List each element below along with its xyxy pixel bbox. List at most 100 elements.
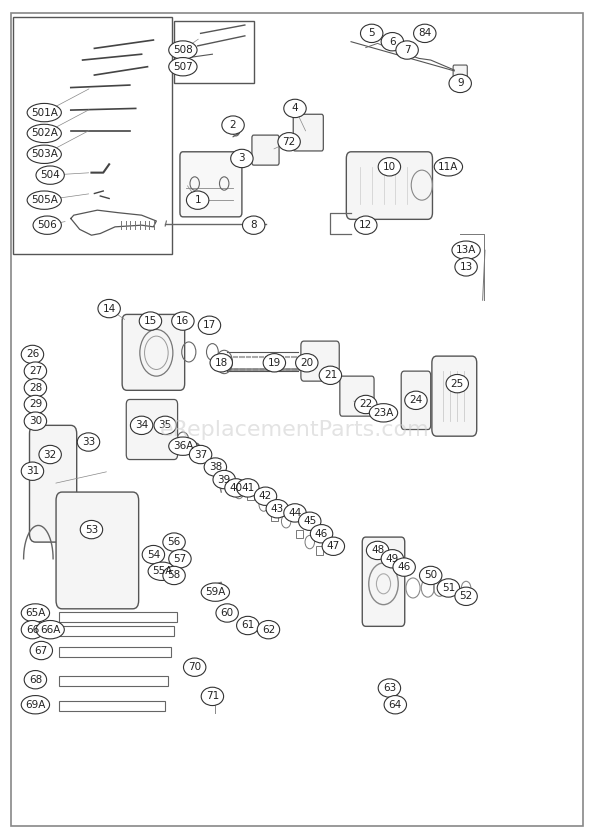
Ellipse shape	[204, 458, 227, 476]
Text: 1: 1	[194, 195, 201, 205]
Text: 58: 58	[168, 570, 181, 580]
Text: 21: 21	[324, 370, 337, 380]
Text: 14: 14	[103, 304, 116, 314]
Text: 505A: 505A	[31, 195, 58, 205]
Ellipse shape	[242, 216, 265, 234]
FancyBboxPatch shape	[301, 341, 339, 381]
Ellipse shape	[27, 191, 61, 209]
Text: 508: 508	[173, 45, 193, 55]
Ellipse shape	[263, 354, 286, 372]
Text: 38: 38	[209, 462, 222, 472]
Ellipse shape	[257, 620, 280, 639]
Ellipse shape	[366, 541, 389, 560]
Text: 5: 5	[368, 28, 375, 38]
Text: 506: 506	[37, 220, 57, 230]
Text: 50: 50	[424, 570, 437, 580]
Bar	[225, 480, 232, 488]
Text: 42: 42	[259, 491, 272, 501]
Ellipse shape	[183, 658, 206, 676]
Ellipse shape	[405, 391, 427, 409]
Text: 28: 28	[29, 383, 42, 393]
Text: 70: 70	[188, 662, 201, 672]
Ellipse shape	[216, 604, 238, 622]
Ellipse shape	[163, 566, 185, 585]
Ellipse shape	[30, 641, 53, 660]
Text: 34: 34	[135, 420, 148, 430]
Text: 63: 63	[383, 683, 396, 693]
Text: 57: 57	[173, 554, 186, 564]
Ellipse shape	[299, 512, 321, 530]
Ellipse shape	[139, 312, 162, 330]
Text: 503A: 503A	[31, 149, 58, 159]
Ellipse shape	[36, 620, 64, 639]
Text: 20: 20	[300, 358, 313, 368]
Ellipse shape	[189, 445, 212, 464]
Text: 54: 54	[147, 550, 160, 560]
Text: 52: 52	[460, 591, 473, 601]
Text: 501A: 501A	[31, 108, 58, 118]
Text: 31: 31	[26, 466, 39, 476]
Ellipse shape	[449, 74, 471, 93]
Ellipse shape	[384, 696, 407, 714]
Ellipse shape	[198, 316, 221, 334]
Text: 61: 61	[241, 620, 254, 631]
Text: 25: 25	[451, 379, 464, 389]
Ellipse shape	[213, 470, 235, 489]
Text: 66: 66	[26, 625, 39, 635]
Ellipse shape	[21, 620, 44, 639]
Text: 10: 10	[383, 162, 396, 172]
Ellipse shape	[414, 24, 436, 43]
FancyBboxPatch shape	[252, 135, 279, 165]
Ellipse shape	[355, 395, 377, 414]
FancyBboxPatch shape	[432, 356, 477, 436]
Ellipse shape	[378, 679, 401, 697]
FancyBboxPatch shape	[453, 65, 467, 81]
Text: 13A: 13A	[456, 245, 476, 255]
Text: 17: 17	[203, 320, 216, 330]
Text: 7: 7	[404, 45, 411, 55]
Bar	[59, 626, 174, 636]
Text: 3: 3	[238, 153, 245, 163]
FancyBboxPatch shape	[180, 152, 242, 217]
Text: 49: 49	[386, 554, 399, 564]
Ellipse shape	[278, 133, 300, 151]
Ellipse shape	[225, 479, 247, 497]
Ellipse shape	[393, 558, 415, 576]
Text: 46: 46	[398, 562, 411, 572]
Ellipse shape	[21, 604, 50, 622]
Ellipse shape	[169, 58, 197, 76]
Ellipse shape	[24, 671, 47, 689]
Text: 43: 43	[271, 504, 284, 514]
Ellipse shape	[437, 579, 460, 597]
Ellipse shape	[231, 149, 253, 168]
Ellipse shape	[369, 404, 398, 422]
Ellipse shape	[210, 354, 232, 372]
Ellipse shape	[154, 416, 176, 435]
Text: 2: 2	[230, 120, 237, 130]
Ellipse shape	[21, 345, 44, 364]
Ellipse shape	[80, 520, 103, 539]
Ellipse shape	[222, 116, 244, 134]
Text: 44: 44	[289, 508, 301, 518]
Text: 65A: 65A	[25, 608, 45, 618]
Ellipse shape	[24, 362, 47, 380]
Text: 504: 504	[40, 170, 60, 180]
Bar	[247, 492, 254, 500]
Ellipse shape	[319, 366, 342, 384]
FancyBboxPatch shape	[293, 114, 323, 151]
Text: 36A: 36A	[173, 441, 193, 451]
Text: 72: 72	[283, 137, 296, 147]
Text: 4: 4	[291, 103, 299, 113]
FancyBboxPatch shape	[56, 492, 139, 609]
Text: 29: 29	[29, 399, 42, 409]
Text: 68: 68	[29, 675, 42, 685]
Ellipse shape	[186, 191, 209, 209]
Text: 71: 71	[206, 691, 219, 701]
Ellipse shape	[142, 545, 165, 564]
Bar	[59, 647, 171, 657]
Text: 55A: 55A	[152, 566, 172, 576]
Ellipse shape	[266, 500, 289, 518]
Ellipse shape	[169, 437, 197, 455]
Text: 6: 6	[389, 37, 396, 47]
Text: 40: 40	[230, 483, 242, 493]
